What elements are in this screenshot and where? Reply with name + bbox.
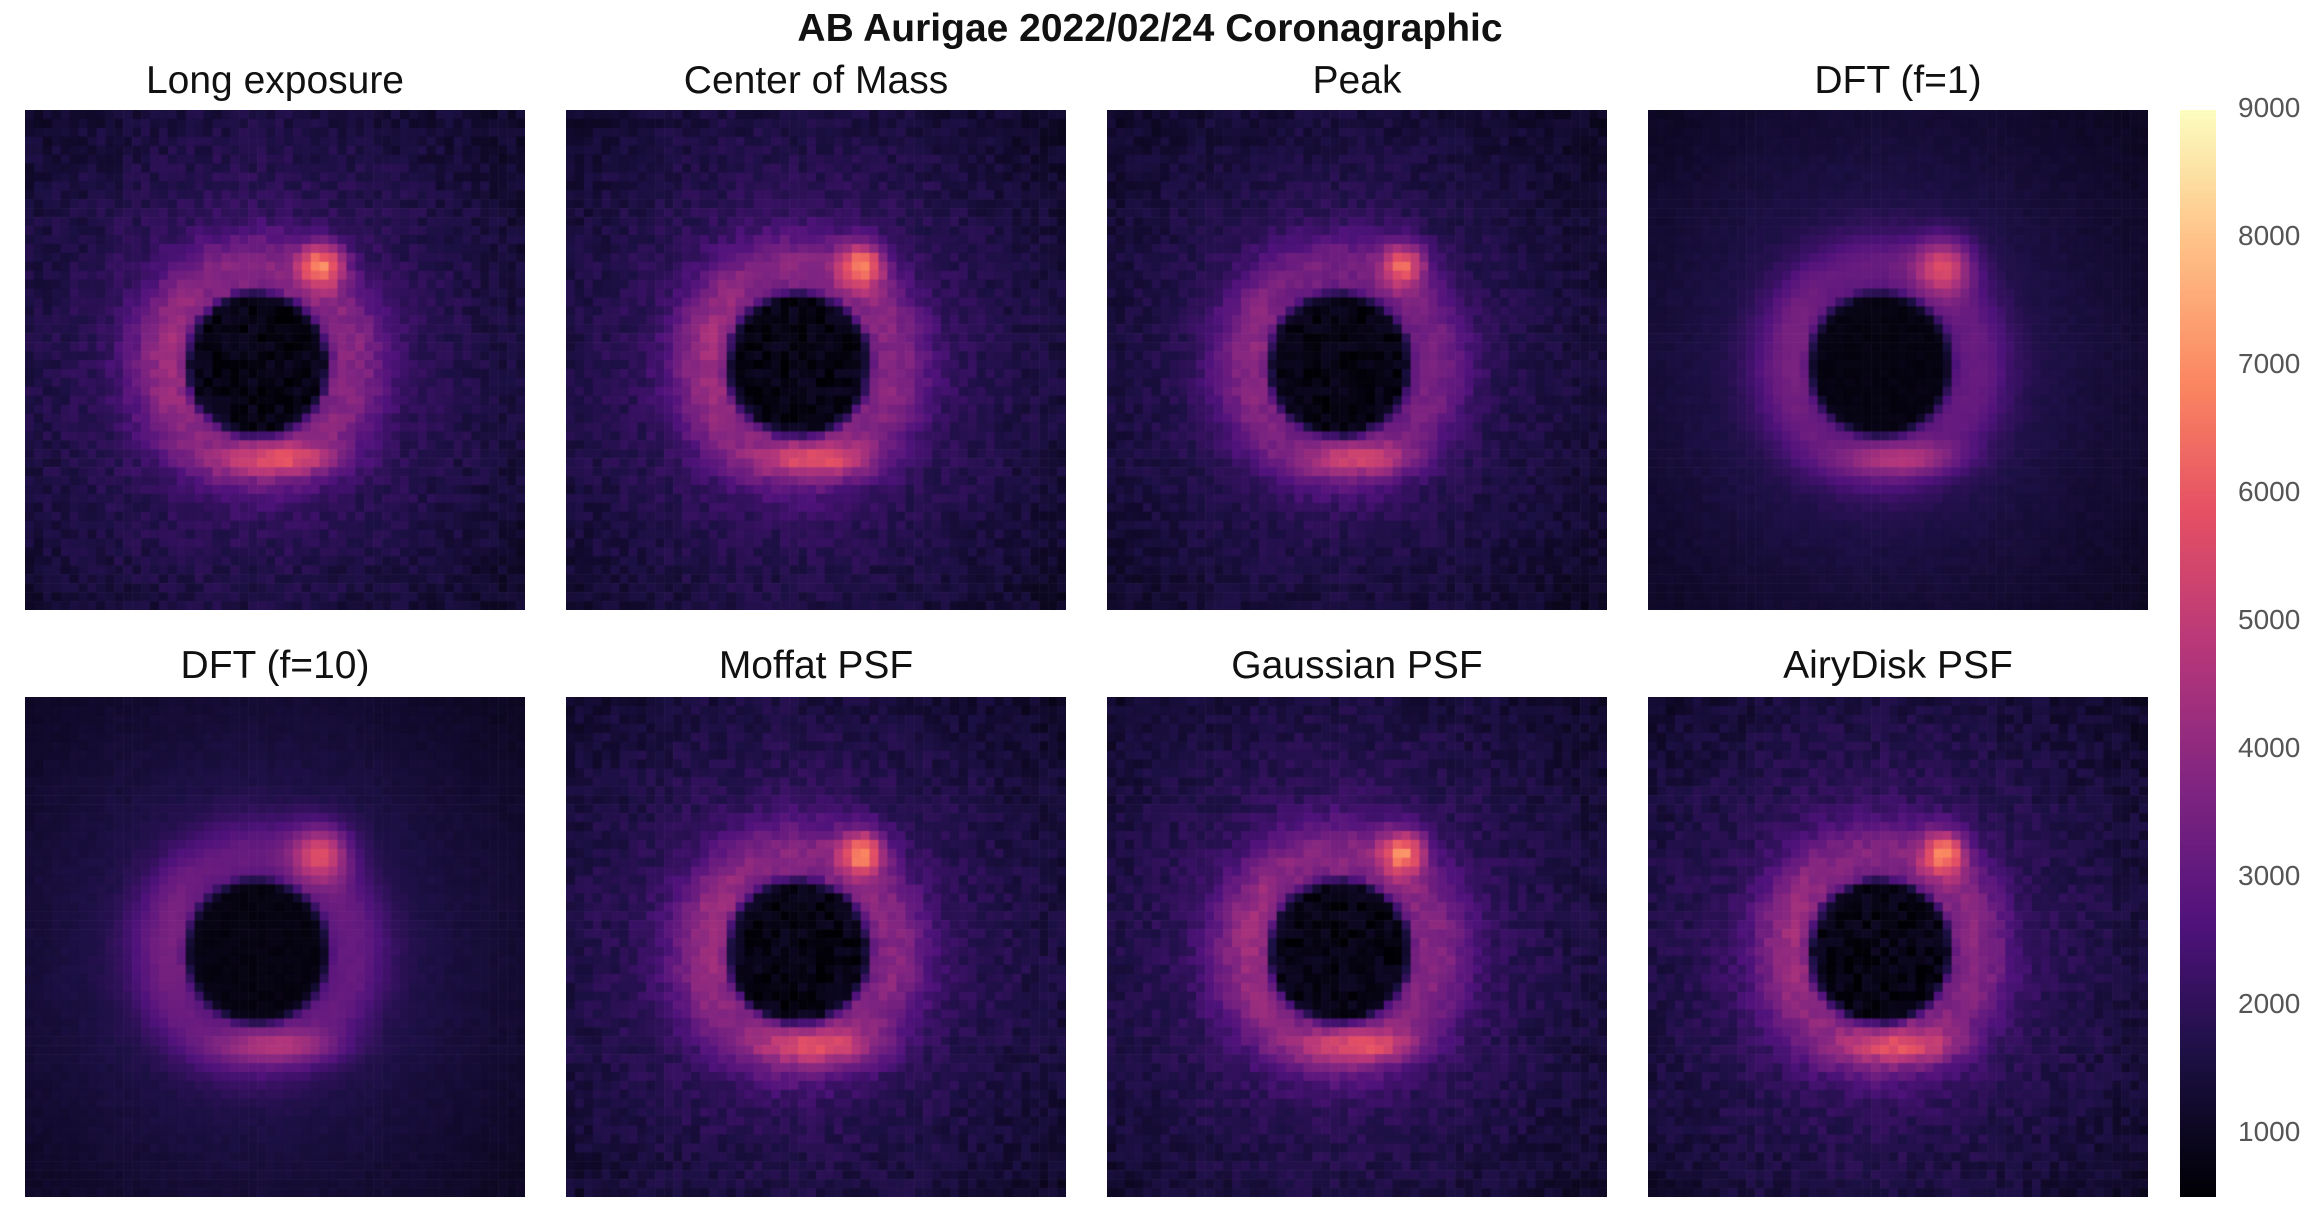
panel-title-moffat-psf: Moffat PSF	[718, 644, 914, 687]
colorbar-tick-label: 9000	[2238, 92, 2300, 123]
panel-title-gaussian-psf: Gaussian PSF	[1231, 644, 1483, 687]
panel-title-dft-f10: DFT (f=10)	[180, 644, 370, 687]
colorbar-tick-label: 7000	[2238, 348, 2300, 379]
image-panel-center-of-mass	[566, 110, 1066, 610]
colorbar-tick-label: 6000	[2238, 476, 2300, 507]
colorbar-tick-label: 4000	[2238, 732, 2300, 763]
colorbar-tick-label: 8000	[2238, 220, 2300, 251]
panel-title-peak: Peak	[1312, 59, 1402, 102]
image-panel-dft-f1	[1648, 110, 2148, 610]
colorbar-tick-label: 2000	[2238, 988, 2300, 1019]
panel-title-dft-f1: DFT (f=1)	[1814, 59, 1982, 102]
figure-title: AB Aurigae 2022/02/24 Coronagraphic	[797, 7, 1503, 50]
image-panel-airydisk-psf	[1648, 697, 2148, 1197]
colorbar-tick-label: 3000	[2238, 860, 2300, 891]
colorbar-tick-label: 5000	[2238, 604, 2300, 635]
panel-title-long-exposure: Long exposure	[145, 59, 405, 102]
image-panel-dft-f10	[25, 697, 525, 1197]
image-panel-moffat-psf	[566, 697, 1066, 1197]
panel-title-airydisk-psf: AiryDisk PSF	[1783, 644, 2013, 687]
panel-title-center-of-mass: Center of Mass	[683, 59, 949, 102]
image-panel-gaussian-psf	[1107, 697, 1607, 1197]
image-panel-peak	[1107, 110, 1607, 610]
image-panel-long-exposure	[25, 110, 525, 610]
colorbar	[2180, 110, 2216, 1197]
colorbar-tick-label: 1000	[2238, 1116, 2300, 1147]
